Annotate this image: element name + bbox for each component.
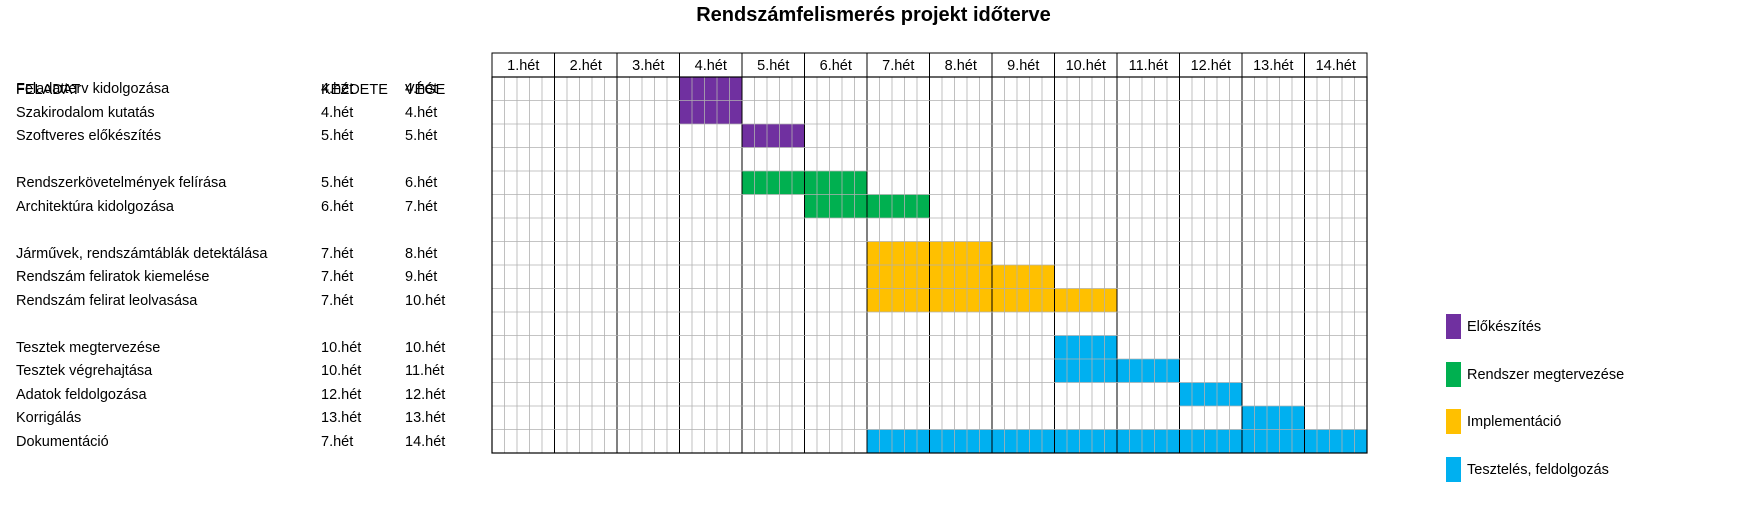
legend-swatch — [1446, 314, 1461, 339]
task-end: 8.hét — [405, 245, 438, 262]
week-label: 1.hét — [507, 58, 539, 74]
task-end: 5.hét — [405, 128, 438, 144]
week-header-cell — [929, 52, 993, 78]
task-end: 7.hét — [405, 198, 438, 215]
legend-label: Előkészítés — [1467, 319, 1542, 335]
start-column-header: KEZDETE — [321, 82, 388, 98]
task-name: Adatok feldolgozása — [16, 386, 147, 403]
task-start: 13.hét — [321, 410, 362, 426]
task-end: 10.hét — [405, 339, 446, 356]
task-bar — [679, 100, 742, 124]
task-end: 14.hét — [405, 433, 446, 450]
week-label: 6.hét — [820, 58, 852, 74]
task-name: Szakirodalom kutatás — [16, 104, 155, 121]
legend-label: Rendszer megtervezése — [1467, 366, 1625, 383]
task-name: Tesztek megtervezése — [16, 339, 161, 356]
task-name: Rendszerkövetelmények felírása — [16, 175, 227, 191]
task-bar — [1242, 406, 1305, 430]
week-label: 13.hét — [1253, 58, 1293, 74]
task-name: Korrigálás — [16, 410, 82, 426]
task-name: Tesztek végrehajtása — [16, 363, 153, 379]
task-start: 6.hét — [321, 198, 354, 215]
week-label: 2.hét — [570, 58, 602, 74]
task-name: Szoftveres előkészítés — [16, 128, 162, 144]
grid-frame — [491, 76, 1368, 454]
week-label: 3.hét — [632, 58, 664, 74]
task-bar — [1054, 335, 1117, 359]
task-name: Architektúra kidolgozása — [16, 198, 174, 215]
legend-swatch — [1446, 361, 1461, 387]
week-label: 10.hét — [1066, 58, 1106, 74]
week-header-cell — [491, 52, 555, 78]
week-header-cell — [991, 52, 1055, 78]
task-name: Rendszám feliratok kiemelése — [16, 269, 210, 285]
week-label: 7.hét — [882, 58, 914, 74]
task-end: 12.hét — [405, 386, 446, 403]
task-bar — [742, 124, 805, 148]
end-column-header: VÉGE — [405, 82, 446, 98]
week-label: 14.hét — [1316, 58, 1356, 74]
task-end: 4.hét — [405, 81, 438, 97]
task-start: 4.hét — [321, 104, 354, 121]
legend-swatch — [1446, 409, 1461, 434]
week-header-cell — [804, 52, 868, 78]
task-start: 7.hét — [321, 433, 354, 450]
week-header-cell — [1054, 52, 1118, 78]
task-start: 12.hét — [321, 386, 362, 403]
week-header-cell — [616, 52, 680, 78]
week-label: 12.hét — [1191, 58, 1231, 74]
task-start: 10.hét — [321, 339, 362, 356]
week-label: 4.hét — [695, 58, 727, 74]
task-name: Feladatterv kidolgozása — [16, 81, 170, 97]
legend-label: Implementáció — [1467, 414, 1562, 430]
task-end: 4.hét — [405, 104, 438, 121]
task-start: 4.hét — [321, 81, 354, 97]
week-label: 9.hét — [1007, 58, 1039, 74]
task-end: 13.hét — [405, 410, 446, 426]
legend-label: Tesztelés, feldolgozás — [1467, 461, 1609, 478]
task-start: 5.hét — [321, 175, 354, 191]
legend-swatch — [1446, 456, 1461, 482]
task-start: 7.hét — [321, 269, 354, 285]
week-label: 8.hét — [945, 58, 977, 74]
task-name: Dokumentáció — [16, 433, 109, 450]
task-bar — [1179, 382, 1242, 406]
task-end: 9.hét — [405, 269, 438, 285]
chart-title: Rendszámfelismerés projekt időterve — [696, 4, 1051, 26]
week-header-cell — [1304, 52, 1368, 78]
task-start: 7.hét — [321, 292, 354, 309]
week-header-cell — [866, 52, 930, 78]
week-label: 5.hét — [757, 58, 789, 74]
task-start: 7.hét — [321, 245, 354, 262]
task-bar — [679, 77, 742, 101]
task-end: 10.hét — [405, 292, 446, 309]
week-header-cell — [554, 52, 618, 78]
task-name: Rendszám felirat leolvasása — [16, 292, 198, 309]
week-header-cell — [741, 52, 805, 78]
week-label: 11.hét — [1129, 58, 1168, 74]
task-end: 11.hét — [405, 363, 445, 379]
task-start: 10.hét — [321, 363, 362, 379]
week-header-cell — [1241, 52, 1305, 78]
task-end: 6.hét — [405, 175, 438, 191]
task-name: Járművek, rendszámtáblák detektálása — [16, 245, 268, 262]
task-start: 5.hét — [321, 128, 354, 144]
task-column-header: FELADAT — [16, 82, 81, 98]
task-bar — [867, 265, 1055, 289]
